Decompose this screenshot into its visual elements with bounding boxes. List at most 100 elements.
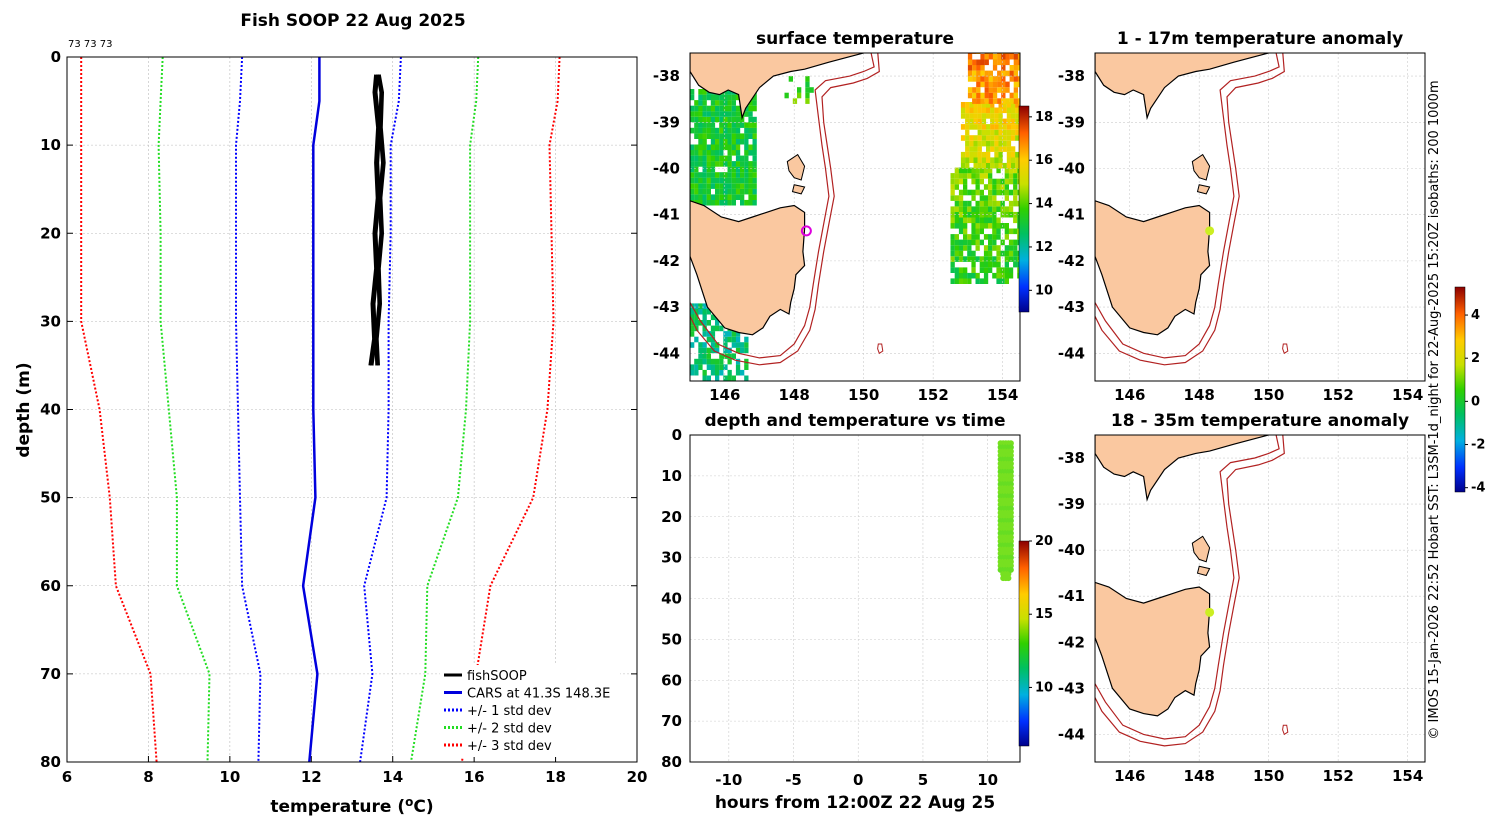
sst-pixel — [740, 342, 745, 348]
series-cars-p2 — [410, 56, 480, 763]
sst-pixel — [971, 256, 976, 262]
sst-pixel — [981, 113, 987, 119]
sst-pixel — [727, 358, 732, 365]
sst-pixel — [715, 183, 720, 189]
sst-pixel — [744, 161, 749, 167]
sst-pixel — [727, 199, 732, 206]
sst-pixel — [967, 65, 973, 71]
sst-pixel — [715, 320, 720, 326]
sst-pixel — [706, 188, 711, 195]
sst-pixel — [1005, 81, 1010, 88]
anomaly1-basemap — [1095, 53, 1425, 381]
sst-pixel — [731, 342, 736, 348]
sst-pixel — [1009, 65, 1014, 71]
sst-pixel — [727, 111, 732, 117]
map-x-tick-label: 154 — [987, 386, 1018, 404]
sst-pixel — [735, 364, 741, 370]
sst-pixel — [1004, 167, 1009, 174]
sst-pixel — [983, 261, 989, 268]
sst-pixel — [971, 211, 976, 218]
sst-pixel — [998, 102, 1003, 108]
sst-pixel — [731, 161, 736, 167]
sst-pixel — [702, 89, 707, 95]
sst-pixel — [710, 144, 716, 151]
sst-pixel — [1006, 129, 1012, 136]
sst-pixel — [1008, 239, 1014, 246]
sst-pixel — [986, 124, 991, 130]
sst-pixel — [998, 129, 1003, 136]
sst-pixel — [706, 122, 711, 128]
sst-pixel — [752, 133, 757, 139]
sst-pixel — [994, 162, 999, 169]
sst-pixel — [727, 161, 732, 167]
data-point — [1007, 444, 1014, 451]
land-tasmania — [1095, 200, 1211, 336]
sst-pixel — [731, 122, 736, 128]
data-point — [1007, 477, 1014, 483]
sst-pixel — [992, 239, 997, 246]
sst-pixel — [996, 272, 1001, 279]
sst-pixel — [1004, 223, 1009, 229]
sst-pixel — [715, 188, 720, 195]
sst-pixel — [715, 155, 720, 162]
sst-pixel — [983, 217, 989, 224]
sst-pixel — [950, 234, 955, 240]
sst-pixel — [731, 183, 736, 189]
map-y-tick-label: -44 — [1058, 725, 1085, 743]
sst-pixel — [805, 81, 810, 88]
sst-pixel — [719, 144, 724, 151]
sst-pixel — [1013, 53, 1018, 60]
sst-pixel — [690, 342, 695, 348]
sst-pixel — [710, 161, 716, 167]
sst-pixel — [958, 272, 964, 279]
sst-pixel — [706, 111, 711, 117]
sst-pixel — [744, 133, 749, 139]
sst-pixel — [954, 200, 959, 207]
sst-pixel — [965, 162, 970, 169]
y-tick-label: 70 — [661, 712, 682, 730]
sst-pixel — [986, 107, 991, 114]
sst-pixel — [735, 194, 741, 200]
sst-pixel — [690, 127, 695, 134]
sst-pixel — [979, 261, 984, 268]
data-point — [1007, 534, 1014, 541]
sst-pixel — [1002, 140, 1007, 147]
sst-pixel — [1013, 76, 1018, 82]
sst-pixel — [731, 172, 736, 178]
sst-pixel — [719, 150, 724, 156]
sst-pixel — [690, 150, 695, 156]
sst-pixel — [694, 122, 699, 128]
sst-pixel — [973, 157, 978, 163]
sst-pixel — [710, 199, 716, 206]
anomaly-colorbar-panel: 4 2 0 -2 -4 — [1454, 286, 1485, 496]
sst-pixel — [731, 94, 736, 101]
sst-pixel — [950, 173, 955, 179]
sst-pixel — [997, 98, 1002, 104]
sst-pixel — [998, 146, 1003, 152]
sst-pixel — [702, 100, 707, 106]
sst-pixel — [960, 107, 966, 114]
sst-pixel — [954, 267, 959, 273]
sst-pixel — [1017, 59, 1020, 66]
sst-pixel — [996, 167, 1001, 174]
sst-pixel — [960, 102, 966, 108]
map-x-tick-label: 148 — [779, 386, 810, 404]
sst-pixel — [702, 353, 707, 359]
sst-pixel — [988, 76, 993, 82]
sst-pixel — [992, 223, 997, 229]
sst-pixel — [998, 135, 1003, 141]
sst-pixel — [694, 177, 699, 184]
sst-pixel — [723, 172, 728, 178]
sst-pixel — [996, 223, 1001, 229]
sst-pixel — [744, 166, 749, 173]
sst-pixel — [702, 138, 707, 145]
sst-pixel — [731, 116, 736, 123]
y-tick-label: 50 — [661, 630, 682, 648]
sst-pixel — [690, 144, 695, 151]
sst-pixel — [740, 177, 745, 184]
sst-pixel — [950, 184, 955, 190]
sst-pixel — [954, 250, 959, 257]
sst-pixel — [1017, 217, 1020, 224]
sst-pixel — [990, 135, 995, 141]
sst-pixel — [1013, 250, 1018, 257]
